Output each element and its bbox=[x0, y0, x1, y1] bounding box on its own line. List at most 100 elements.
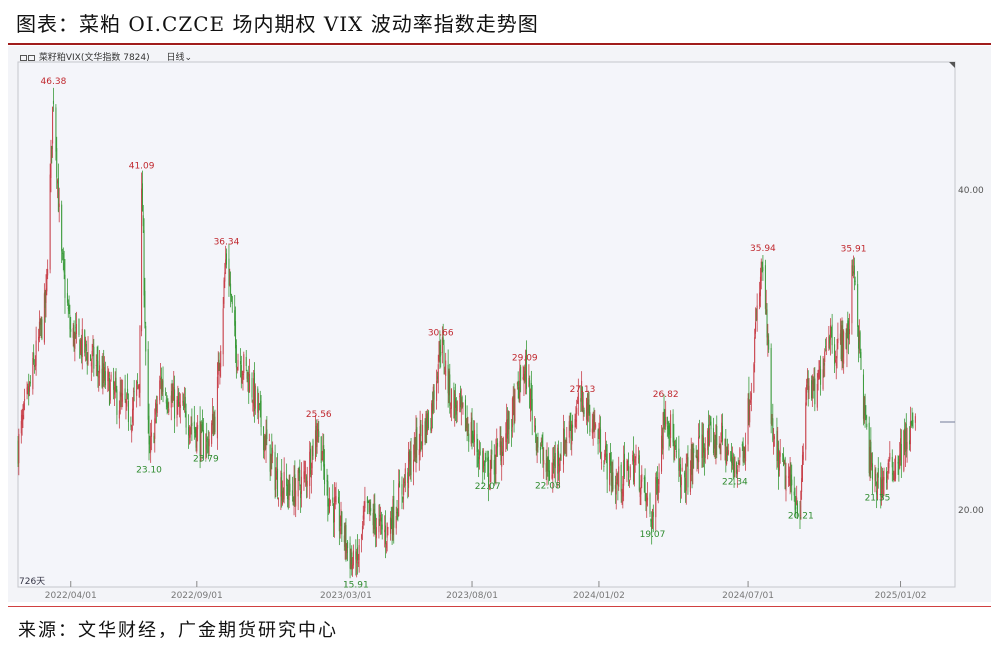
x-tick-label: 2023/03/01 bbox=[320, 591, 372, 601]
candle-body bbox=[424, 421, 426, 443]
candle-body bbox=[259, 402, 261, 405]
candle-body bbox=[418, 449, 420, 456]
candle-body bbox=[478, 456, 480, 464]
candle-body bbox=[338, 497, 340, 503]
candle-body bbox=[900, 438, 902, 461]
candle-body bbox=[801, 454, 803, 482]
candle-body bbox=[321, 458, 323, 461]
candle-body bbox=[893, 478, 895, 480]
candle-body bbox=[63, 262, 65, 273]
candle-body bbox=[270, 453, 272, 476]
candle-body bbox=[626, 461, 628, 472]
candle-body bbox=[320, 436, 322, 463]
candle-body bbox=[536, 440, 538, 451]
candle-body bbox=[528, 377, 530, 387]
candle-body bbox=[214, 416, 216, 433]
candle-body bbox=[656, 477, 658, 494]
candle-body bbox=[764, 265, 766, 309]
candle-body bbox=[553, 459, 555, 466]
candle-body bbox=[707, 430, 709, 451]
candle-body bbox=[425, 413, 427, 443]
candle-body bbox=[576, 407, 578, 414]
candle-body bbox=[841, 325, 843, 363]
candle-body bbox=[645, 493, 647, 503]
candle-body bbox=[420, 424, 422, 437]
trough-label: 19.07 bbox=[640, 530, 666, 540]
candle-body bbox=[845, 332, 847, 349]
candle-body bbox=[761, 262, 763, 264]
candle-body bbox=[408, 451, 410, 488]
period-selector[interactable]: 日线⌄ bbox=[167, 53, 193, 63]
candle-body bbox=[829, 336, 831, 344]
candle-body bbox=[714, 439, 716, 449]
candle-body bbox=[684, 477, 686, 493]
candle-body bbox=[796, 497, 798, 505]
candle-body bbox=[183, 400, 185, 410]
candle-body bbox=[736, 462, 738, 474]
candle-body bbox=[661, 435, 663, 472]
candle-body bbox=[732, 458, 734, 466]
corner-resize-icon[interactable] bbox=[949, 62, 955, 68]
candle-body bbox=[606, 453, 608, 480]
candle-body bbox=[756, 305, 758, 321]
candle-body bbox=[623, 453, 625, 477]
candle-body bbox=[433, 390, 435, 400]
peak-label: 27.13 bbox=[570, 385, 596, 395]
candle-body bbox=[834, 359, 836, 362]
candle-body bbox=[153, 435, 155, 443]
candle-body bbox=[303, 471, 305, 479]
candle-body bbox=[306, 480, 308, 487]
candle-body bbox=[609, 452, 611, 466]
candle-body bbox=[575, 420, 577, 422]
candle-body bbox=[142, 215, 144, 227]
candle-body bbox=[205, 433, 207, 460]
candle-body bbox=[816, 383, 818, 408]
candle-body bbox=[375, 515, 377, 535]
candle-body bbox=[401, 484, 403, 495]
candle-body bbox=[119, 391, 121, 414]
candle-body bbox=[762, 267, 764, 271]
candle-body bbox=[904, 429, 906, 452]
candle-body bbox=[693, 448, 695, 453]
candle-body bbox=[326, 480, 328, 482]
candle-body bbox=[674, 446, 676, 458]
candle-body bbox=[691, 444, 693, 475]
candle-body bbox=[96, 360, 98, 361]
candle-body bbox=[322, 445, 324, 454]
candle-body bbox=[633, 452, 635, 482]
candle-body bbox=[407, 472, 409, 483]
candle-body bbox=[491, 449, 493, 455]
candle-body bbox=[410, 451, 412, 476]
candle-body bbox=[727, 450, 729, 455]
candle-body bbox=[188, 426, 190, 436]
candle-body bbox=[906, 441, 908, 450]
candle-body bbox=[623, 460, 625, 486]
candle-body bbox=[489, 472, 491, 483]
candle-body bbox=[846, 324, 848, 354]
candle-body bbox=[635, 453, 637, 459]
candle-body bbox=[18, 433, 20, 464]
candle-body bbox=[440, 352, 442, 356]
candle-body bbox=[737, 463, 739, 464]
candle-body bbox=[604, 453, 606, 463]
candle-body bbox=[776, 430, 778, 462]
candle-body bbox=[444, 371, 446, 372]
candle-body bbox=[396, 512, 398, 514]
candle-body bbox=[439, 344, 441, 357]
candle-body bbox=[857, 325, 859, 349]
candle-body bbox=[254, 385, 256, 409]
candle-body bbox=[914, 416, 916, 423]
candle-body bbox=[593, 414, 595, 431]
candle-body bbox=[80, 340, 82, 353]
candle-body bbox=[892, 473, 894, 475]
candle-body bbox=[126, 393, 128, 407]
candle-body bbox=[108, 373, 110, 377]
candle-body bbox=[202, 422, 204, 432]
candle-body bbox=[97, 360, 99, 373]
candle-body bbox=[50, 145, 52, 178]
candle-body bbox=[461, 397, 463, 406]
candle-body bbox=[562, 428, 564, 465]
candle-body bbox=[442, 337, 444, 343]
candle-body bbox=[719, 443, 721, 450]
